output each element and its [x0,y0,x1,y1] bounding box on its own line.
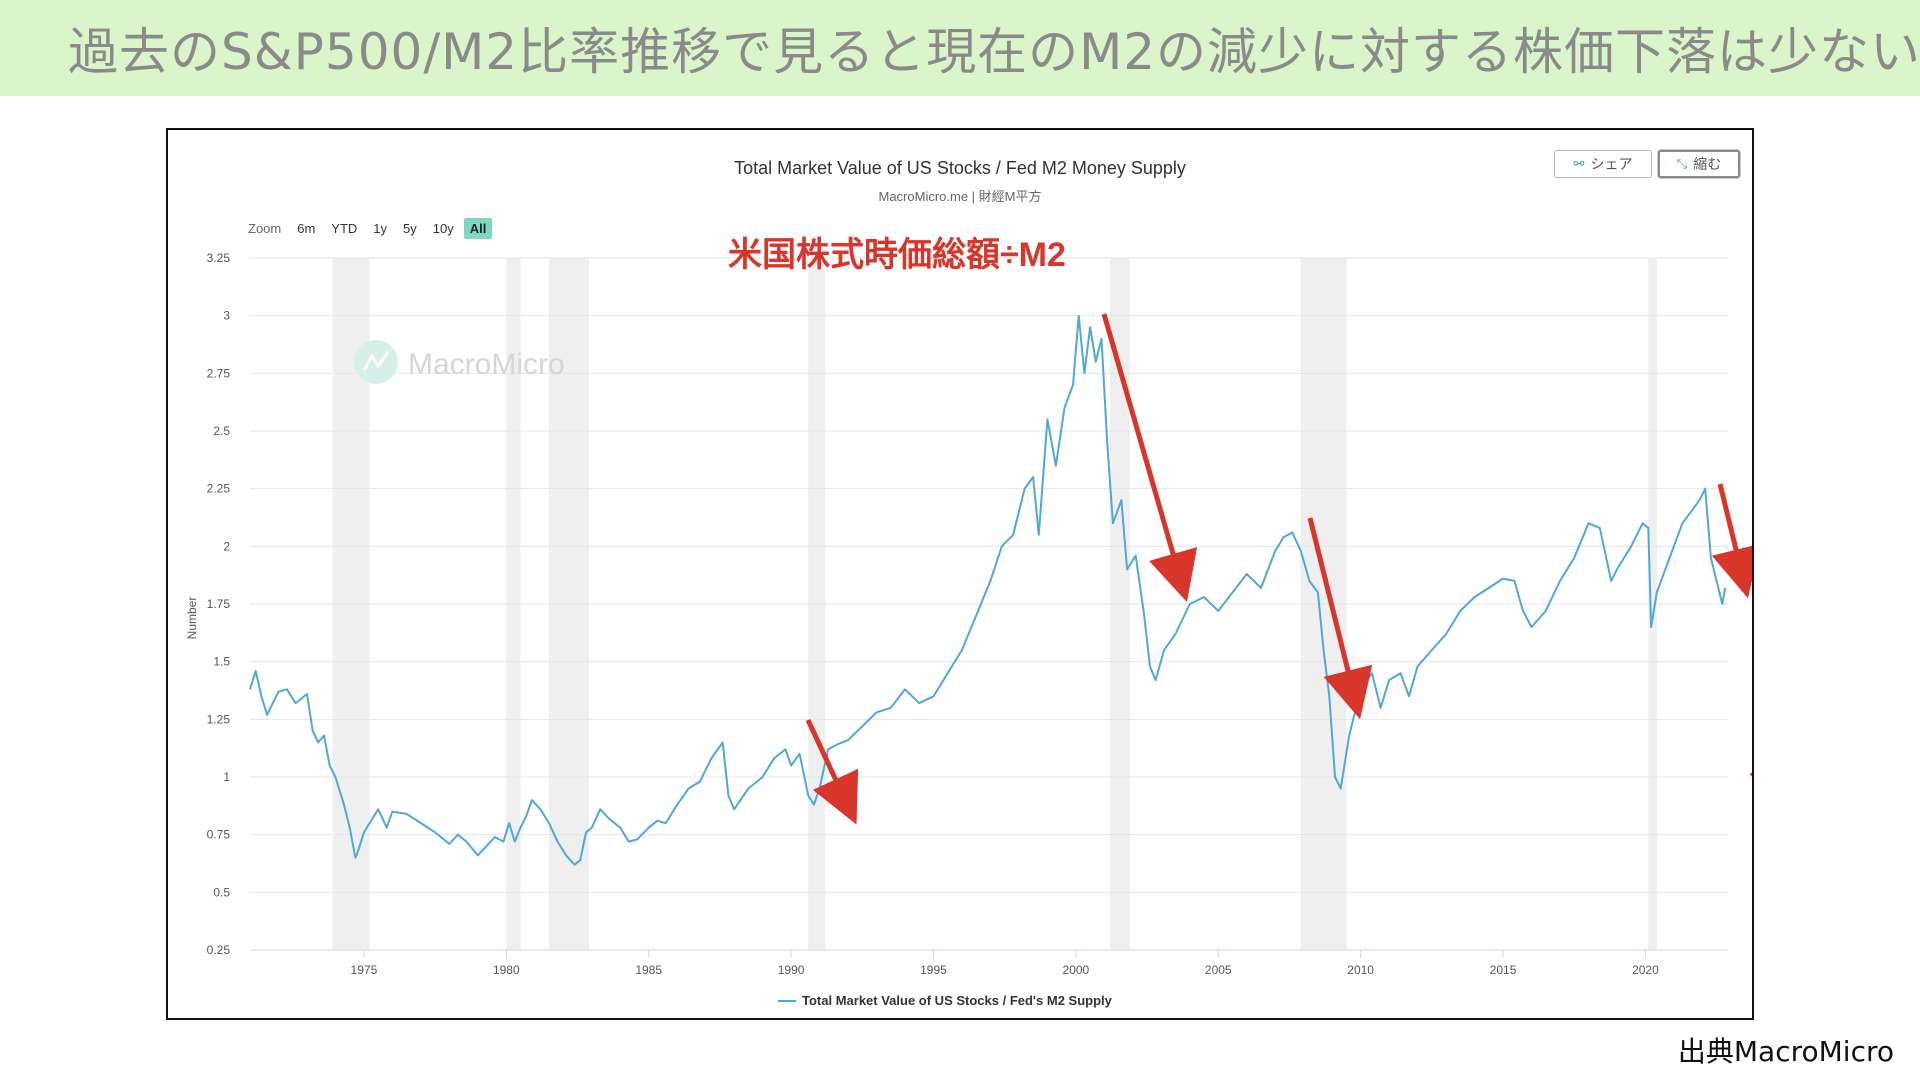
x-tick-label: 2010 [1347,963,1374,977]
x-tick-label: 1990 [778,963,805,977]
y-tick-label: 2.25 [207,482,231,496]
watermark: MacroMicro [354,340,565,384]
zoom-label: Zoom [248,221,282,236]
chart-title: Total Market Value of US Stocks / Fed M2… [734,158,1186,178]
zoom-6m-button[interactable]: 6m [297,221,316,236]
zoom-all-button[interactable]: All [463,218,493,239]
shrink-label: 縮む [1693,157,1722,173]
annotation-arrows [805,313,1752,850]
watermark-text: MacroMicro [408,348,565,381]
source-credit: 出典MacroMicro [1677,1035,1894,1068]
y-tick-label: 2 [223,539,230,553]
x-tick-label: 2020 [1632,963,1659,977]
zoom-selector: Zoom 6m YTD 1y 5y 10y All [248,218,496,239]
x-tick-label: 2015 [1490,963,1517,977]
ratio-annotation: 米国株式時価総額÷M2 [728,236,1066,274]
y-tick-label: 1 [223,770,230,784]
y-tick-label: 0.75 [207,828,231,842]
arrow-2000 [1101,313,1198,603]
arrow-1990 [805,718,859,825]
x-tick-label: 2000 [1063,963,1090,977]
chart-frame: Total Market Value of US Stocks / Fed M2… [166,128,1754,1020]
y-axis-label: Number [185,597,199,640]
y-tick-label: 1.5 [213,655,230,669]
x-tick-label: 1975 [351,963,378,977]
y-tick-label: 3 [223,309,230,323]
series-line [249,314,1727,866]
y-tick-label: 0.5 [213,885,230,899]
y-tick-label: 2.5 [213,424,230,438]
chart-subtitle: MacroMicro.me | 財經M平方 [878,189,1042,204]
y-tick-label: 1.25 [207,712,231,726]
zoom-ytd-button[interactable]: YTD [331,221,358,236]
y-tick-label: 2.75 [207,366,231,380]
arrow-2008 [1307,517,1373,720]
legend[interactable]: Total Market Value of US Stocks / Fed's … [778,993,1113,1008]
x-tick-label: 1985 [635,963,662,977]
y-tick-label: 0.25 [207,943,231,957]
share-label: シェア [1590,157,1633,173]
y-tick-label: 3.25 [207,251,231,265]
x-tick-label: 1995 [920,963,947,977]
title-banner: 過去のS&P500/M2比率推移で見ると現在のM2の減少に対する株価下落は少ない [0,0,1920,96]
banner-title: 過去のS&P500/M2比率推移で見ると現在のM2の減少に対する株価下落は少ない [68,23,1920,81]
zoom-10y-button[interactable]: 10y [432,221,454,236]
shrink-button[interactable]: ⤡ 縮む [1658,150,1740,178]
arrow-2022 [1711,483,1752,599]
share-icon: ⚯ [1573,156,1585,172]
legend-label: Total Market Value of US Stocks / Fed's … [802,993,1113,1008]
chart-plot: 0.25 0.5 0.75 1 1.25 1.5 1.75 2 2.25 2.5 2.75 3 3.25… [185,236,1752,1008]
zoom-5y-button[interactable]: 5y [403,221,417,236]
y-tick-label: 1.75 [207,597,231,611]
x-tick-label: 1980 [493,963,520,977]
share-button[interactable]: ⚯ シェア [1554,150,1652,178]
x-tick-label: 2005 [1205,963,1232,977]
collapse-icon: ⤡ [1676,156,1688,172]
zoom-1y-button[interactable]: 1y [373,221,388,236]
